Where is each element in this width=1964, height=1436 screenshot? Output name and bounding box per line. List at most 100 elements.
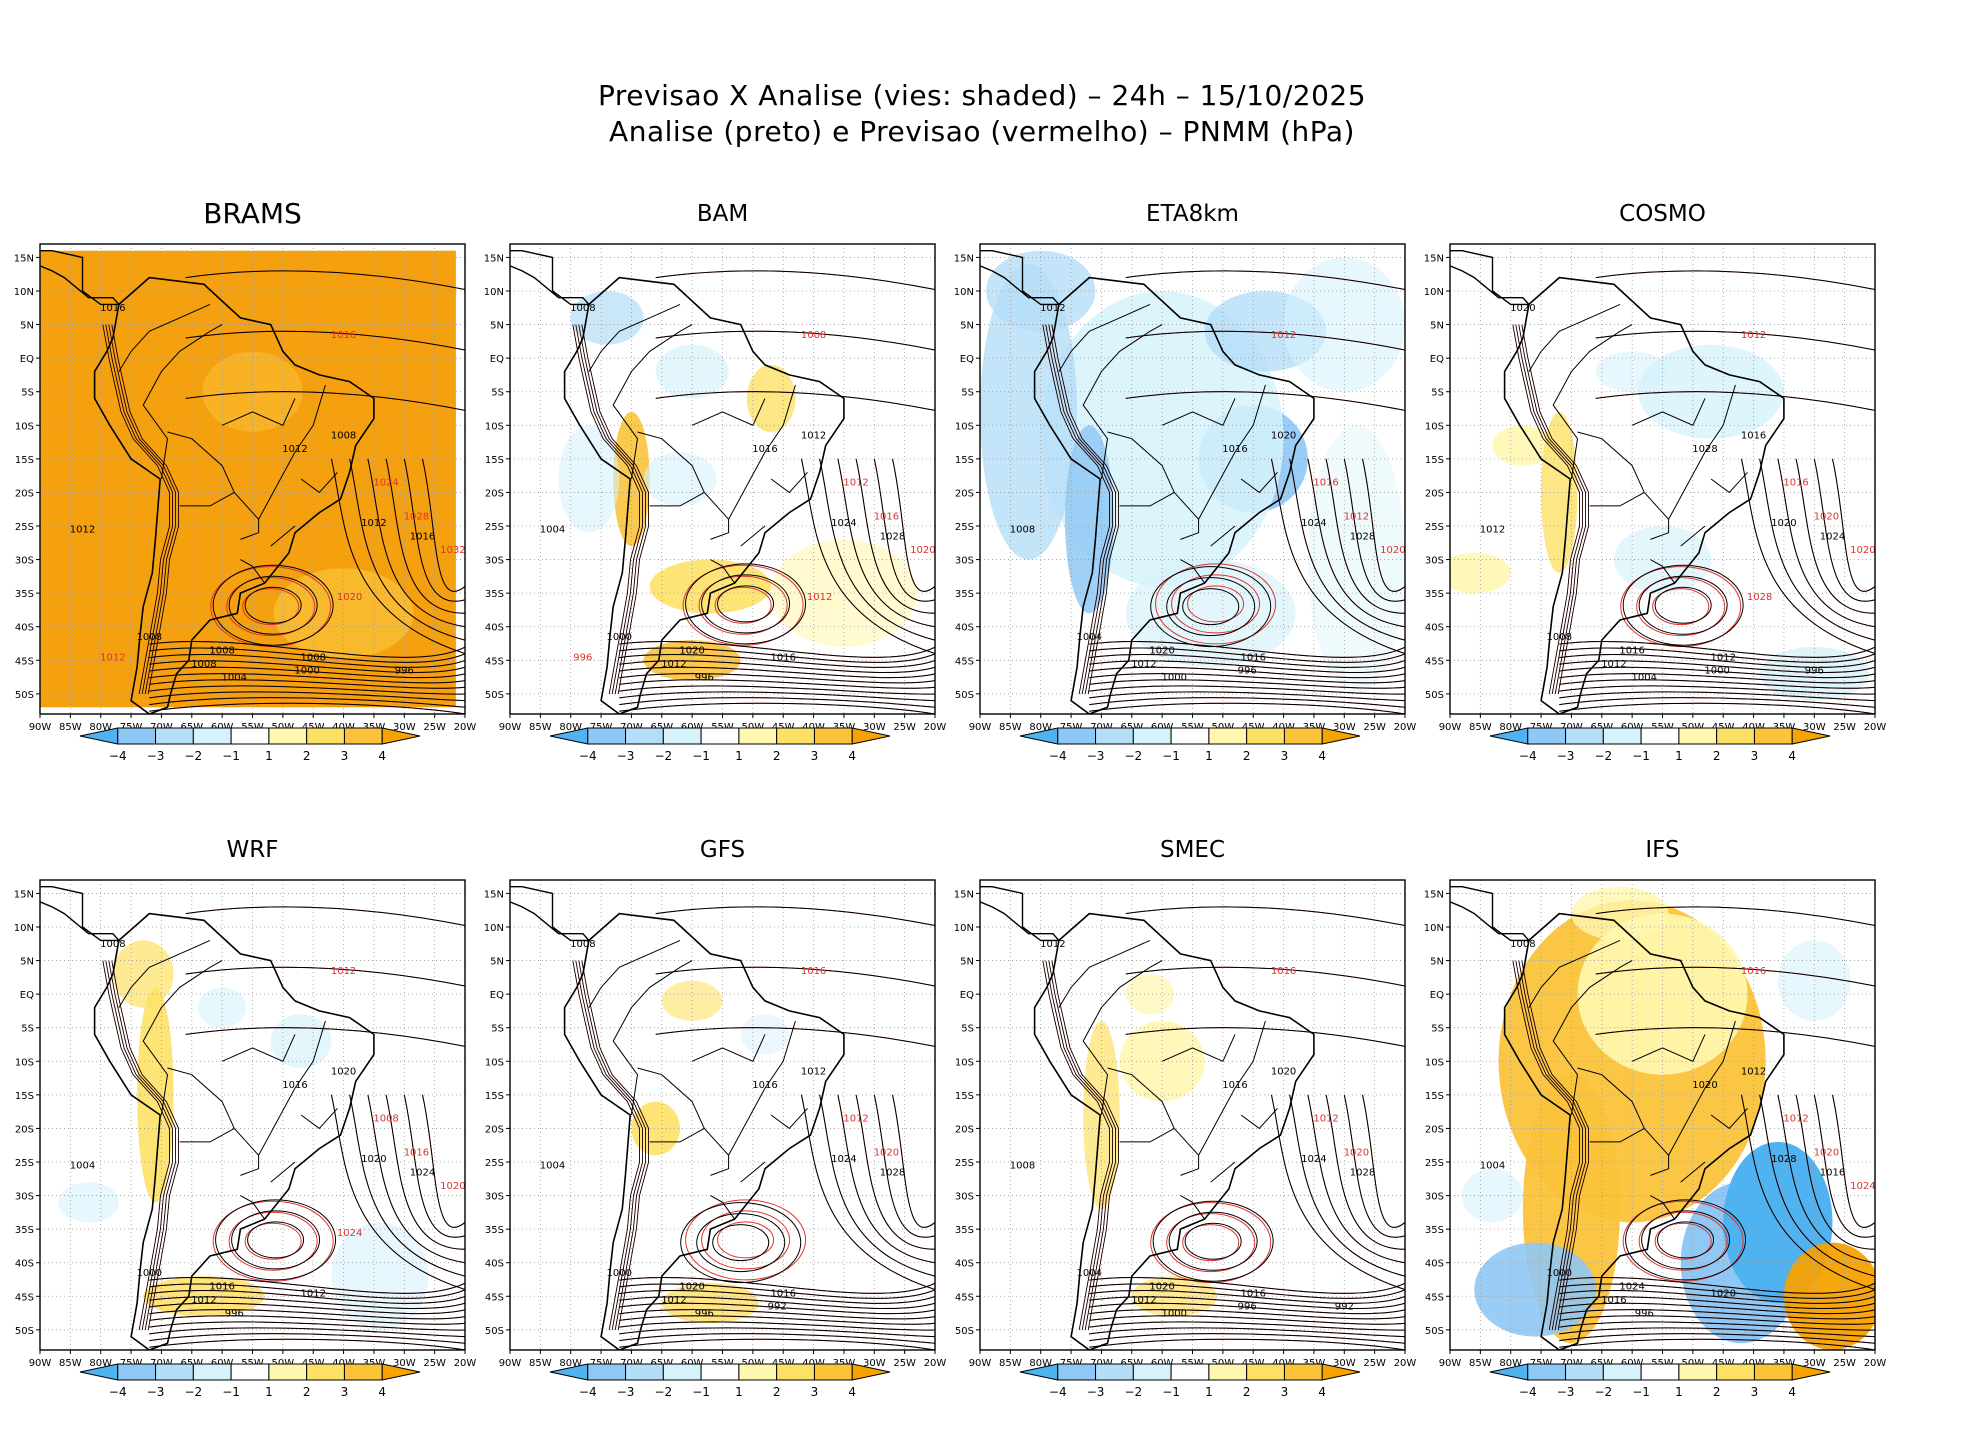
- analysis-contour-label: 1024: [1820, 531, 1845, 542]
- colorbar-label: 4: [378, 749, 386, 763]
- analysis-contour-label: 1008: [570, 939, 595, 950]
- lat-tick-label: 50S: [485, 690, 504, 701]
- colorbar-label: 2: [773, 1385, 781, 1399]
- colorbar-segment: [813, 1363, 853, 1381]
- colorbar-segment: [306, 1363, 345, 1381]
- country-border: [1107, 1067, 1175, 1129]
- lon-tick-label: 30W: [1803, 1358, 1826, 1369]
- lat-tick-label: 10N: [484, 923, 504, 934]
- lat-tick-label: 50S: [955, 1326, 974, 1337]
- country-border: [1680, 1161, 1706, 1183]
- colorbar-segment: [776, 727, 815, 745]
- coastline: [1033, 912, 1315, 1350]
- colorbar-label: −4: [109, 1385, 127, 1399]
- country-border: [1650, 1195, 1676, 1220]
- analysis-contour-label: 1016: [1601, 1295, 1626, 1306]
- colorbar-label: −3: [147, 749, 165, 763]
- lat-tick-label: 45S: [1425, 656, 1444, 667]
- bias-shading: [643, 452, 717, 506]
- lat-tick-label: 30S: [1425, 1192, 1444, 1203]
- analysis-contour-label: 1012: [801, 431, 826, 442]
- country-border: [588, 303, 681, 372]
- bias-shading: [143, 1276, 265, 1317]
- analysis-contour-label: 1020: [1692, 1080, 1717, 1091]
- analysis-isobars: [572, 906, 935, 1350]
- colorbar-segment: [1489, 727, 1529, 745]
- country-border: [1210, 525, 1236, 547]
- colorbar-segment: [1057, 1363, 1097, 1381]
- analysis-contour-label: 996: [1238, 1302, 1257, 1313]
- colorbar-segment: [1791, 1363, 1831, 1381]
- colorbar-label: −1: [692, 749, 710, 763]
- coastline: [1503, 912, 1785, 1350]
- panel-title: WRF: [226, 837, 279, 863]
- forecast-contour-label: 1012: [1783, 1114, 1808, 1125]
- bias-shading: [197, 987, 247, 1028]
- forecast-contour-label: 1020: [1814, 511, 1839, 522]
- analysis-contour-label: 1016: [770, 652, 795, 663]
- lon-tick-label: 90W: [1439, 722, 1462, 733]
- analysis-contour-label: 1020: [1510, 303, 1535, 314]
- coastline-central-america: [40, 249, 121, 306]
- lon-tick-label: 80W: [89, 1358, 112, 1369]
- lat-tick-label: 35S: [1425, 1225, 1444, 1236]
- lat-tick-label: 10S: [485, 1057, 504, 1068]
- colorbar-segment: [851, 727, 891, 745]
- lon-tick-label: 25W: [1363, 1358, 1386, 1369]
- lat-tick-label: 15S: [955, 455, 974, 466]
- colorbar-label: 4: [1318, 749, 1326, 763]
- colorbar-label: −3: [1087, 749, 1105, 763]
- lat-tick-label: 5S: [1431, 388, 1444, 399]
- country-border: [1198, 384, 1266, 520]
- country-border: [233, 1128, 260, 1176]
- colorbar-segment: [1753, 727, 1793, 745]
- coastline-central-america: [1450, 249, 1531, 306]
- lon-tick-label: 20W: [924, 1358, 947, 1369]
- lat-tick-label: 5N: [1430, 957, 1444, 968]
- colorbar-label: −3: [617, 749, 635, 763]
- coastline-central-america: [40, 885, 121, 942]
- colorbar: −4 −3 −2 −1 1 2 3 4: [79, 727, 421, 763]
- colorbar-label: −2: [654, 1385, 672, 1399]
- bias-shading: [1125, 974, 1175, 1015]
- analysis-contour-label: 1004: [540, 525, 565, 536]
- lat-tick-label: 20S: [955, 1124, 974, 1135]
- lat-tick-label: 5S: [961, 388, 974, 399]
- analysis-contour-label: 1028: [880, 531, 905, 542]
- analysis-contour-label: 1024: [1619, 1282, 1644, 1293]
- colorbar-label: −1: [222, 749, 240, 763]
- analysis-contour-label: 1012: [300, 1288, 325, 1299]
- colorbar-segment: [1640, 727, 1680, 745]
- colorbar-segment: [700, 727, 740, 745]
- forecast-contour-label: 1008: [373, 1114, 398, 1125]
- analysis-contour-label: 1000: [607, 632, 632, 643]
- colorbar-segment: [549, 1363, 589, 1381]
- colorbar-segment: [306, 727, 345, 745]
- colorbar-segment: [813, 727, 853, 745]
- lat-tick-label: 10N: [14, 923, 34, 934]
- colorbar-segment: [1208, 727, 1248, 745]
- country-border: [588, 939, 681, 1008]
- bias-shading: [558, 425, 620, 533]
- forecast-contour-label: 1012: [100, 652, 125, 663]
- colorbar-segment: [230, 727, 270, 745]
- analysis-contour-label: 1020: [1149, 1282, 1174, 1293]
- colorbar-label: −3: [1557, 749, 1575, 763]
- country-border: [691, 1034, 766, 1062]
- lat-tick-label: 35S: [1425, 589, 1444, 600]
- lat-tick-label: 25S: [1425, 1158, 1444, 1169]
- bias-shading: [570, 291, 644, 345]
- analysis-contour-label: 996: [1635, 1308, 1654, 1319]
- forecast-contour-label: 1008: [801, 330, 826, 341]
- colorbar-segment: [662, 727, 702, 745]
- forecast-contour-label: 1016: [801, 966, 826, 977]
- forecast-contour-label: 1028: [404, 511, 429, 522]
- analysis-contour-label: 1000: [294, 666, 319, 677]
- coastline: [1033, 276, 1315, 714]
- colorbar: −4 −3 −2 −1 1 2 3 4: [549, 727, 891, 763]
- forecast-contour-label: 1016: [1313, 478, 1338, 489]
- analysis-contour-label: 1024: [831, 1154, 856, 1165]
- lon-tick-label: 90W: [1439, 1358, 1462, 1369]
- forecast-contour-label: 1020: [1344, 1147, 1369, 1158]
- analysis-isobars: [1512, 906, 1875, 1350]
